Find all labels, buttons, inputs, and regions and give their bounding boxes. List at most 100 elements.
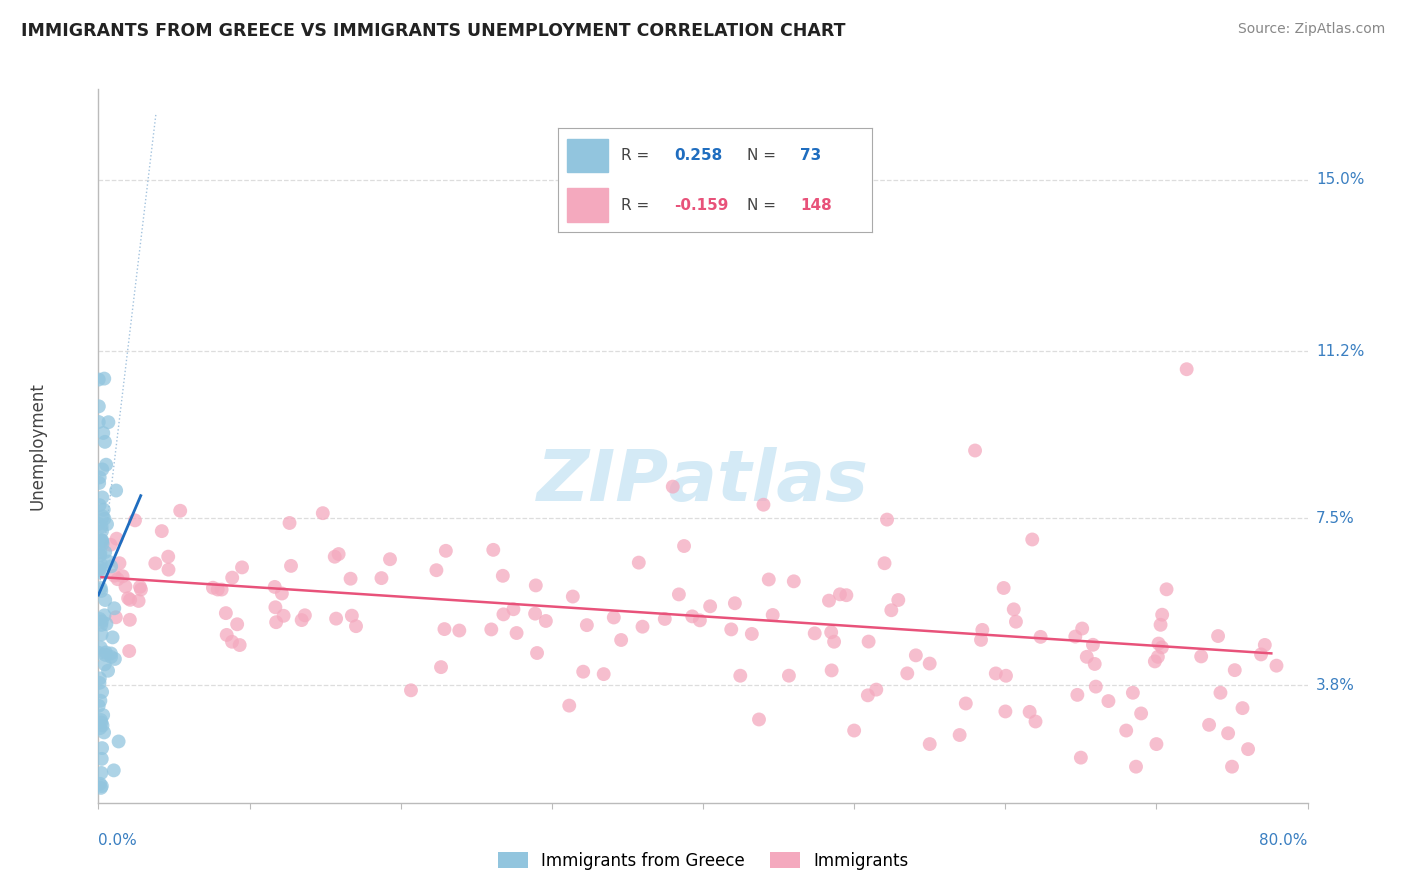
- Text: N =: N =: [747, 197, 776, 212]
- Point: [955, 697, 977, 711]
- Point: [90, 557, 112, 571]
- Point: [449, 624, 471, 638]
- Point: [89, 548, 111, 562]
- Point: [91, 491, 114, 505]
- Point: [129, 580, 152, 594]
- Point: [758, 573, 780, 587]
- Text: IMMIGRANTS FROM GREECE VS IMMIGRANTS UNEMPLOYMENT CORRELATION CHART: IMMIGRANTS FROM GREECE VS IMMIGRANTS UNE…: [21, 22, 845, 40]
- Text: 0.258: 0.258: [675, 148, 723, 163]
- Point: [87, 372, 110, 386]
- Point: [94, 648, 117, 662]
- Point: [90, 584, 112, 599]
- Point: [720, 623, 742, 637]
- Point: [558, 698, 581, 713]
- Bar: [568, 188, 609, 221]
- Point: [91, 741, 114, 756]
- Point: [93, 608, 115, 623]
- Point: [1005, 615, 1028, 629]
- Point: [896, 666, 918, 681]
- Point: [96, 616, 118, 631]
- Point: [820, 664, 842, 678]
- Point: [124, 513, 146, 527]
- Legend: Immigrants from Greece, Immigrants: Immigrants from Greece, Immigrants: [491, 846, 915, 877]
- Point: [1071, 622, 1094, 636]
- Point: [1021, 533, 1043, 547]
- Point: [1149, 617, 1171, 632]
- Point: [818, 593, 841, 607]
- Point: [325, 612, 347, 626]
- Point: [103, 764, 125, 778]
- Point: [1220, 759, 1243, 773]
- Point: [1216, 726, 1239, 740]
- Point: [107, 572, 129, 586]
- Point: [778, 668, 800, 682]
- Point: [918, 657, 941, 671]
- Point: [323, 549, 346, 564]
- Point: [101, 631, 124, 645]
- Point: [479, 623, 502, 637]
- Point: [207, 582, 229, 597]
- Point: [89, 545, 111, 559]
- Text: N =: N =: [747, 148, 776, 163]
- Point: [90, 519, 112, 533]
- Point: [96, 517, 118, 532]
- Point: [1125, 759, 1147, 773]
- Point: [399, 683, 422, 698]
- Point: [865, 682, 887, 697]
- Point: [103, 601, 125, 615]
- Point: [89, 721, 111, 735]
- Point: [264, 600, 287, 615]
- Point: [105, 532, 128, 546]
- Point: [157, 549, 180, 564]
- Point: [1002, 602, 1025, 616]
- Point: [291, 613, 314, 627]
- Point: [105, 483, 128, 498]
- Point: [668, 587, 690, 601]
- Point: [201, 581, 224, 595]
- Point: [91, 509, 114, 524]
- Point: [965, 443, 987, 458]
- Point: [1152, 607, 1174, 622]
- Point: [1070, 750, 1092, 764]
- Point: [1066, 688, 1088, 702]
- Point: [661, 480, 683, 494]
- Point: [820, 625, 842, 640]
- Point: [211, 582, 233, 597]
- Point: [89, 566, 111, 580]
- Point: [1206, 629, 1229, 643]
- Point: [880, 603, 903, 617]
- Point: [263, 580, 285, 594]
- Point: [1254, 638, 1277, 652]
- Point: [1147, 637, 1170, 651]
- Point: [748, 713, 770, 727]
- Point: [699, 599, 721, 614]
- Point: [94, 645, 117, 659]
- Point: [689, 613, 711, 627]
- Point: [741, 627, 763, 641]
- Point: [1115, 723, 1137, 738]
- Point: [752, 498, 775, 512]
- Point: [90, 627, 112, 641]
- Text: -0.159: -0.159: [675, 197, 728, 212]
- Point: [524, 578, 547, 592]
- Point: [1265, 658, 1288, 673]
- Point: [90, 713, 112, 727]
- Point: [128, 594, 150, 608]
- Point: [534, 614, 557, 628]
- Point: [1076, 649, 1098, 664]
- Point: [1223, 663, 1246, 677]
- Point: [90, 615, 112, 629]
- Point: [1175, 362, 1198, 376]
- Point: [97, 415, 120, 429]
- Point: [97, 554, 120, 568]
- Point: [264, 615, 287, 630]
- Point: [87, 415, 110, 429]
- Point: [1232, 701, 1254, 715]
- Point: [90, 581, 112, 595]
- Point: [91, 718, 114, 732]
- Point: [627, 556, 650, 570]
- Point: [828, 587, 851, 601]
- Point: [89, 672, 111, 686]
- Point: [93, 502, 115, 516]
- Point: [1097, 694, 1119, 708]
